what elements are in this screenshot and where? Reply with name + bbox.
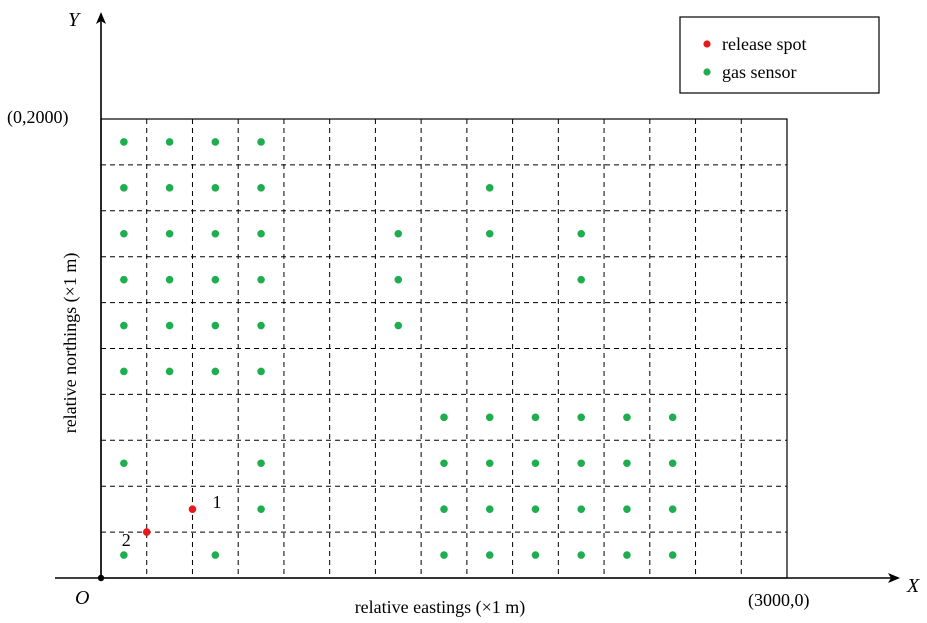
gas-sensor-point xyxy=(211,367,220,376)
gas-sensor-point xyxy=(394,275,403,284)
gas-sensor-point xyxy=(485,413,494,422)
gas-sensor-point xyxy=(257,275,265,284)
y-axis-letter: Y xyxy=(68,9,81,31)
legend-sensor-label: gas sensor xyxy=(722,62,797,82)
gas-sensor-point xyxy=(257,459,265,468)
gas-sensor-point xyxy=(485,505,494,513)
gas-sensor-point xyxy=(257,184,265,192)
gas-sensor-point xyxy=(211,321,220,330)
gas-sensor-point xyxy=(120,275,128,284)
dashed-grid xyxy=(101,119,787,578)
gas-sensor-point xyxy=(623,459,631,468)
gas-sensor-point xyxy=(577,229,585,238)
gas-sensor-point xyxy=(531,551,540,559)
x-axis-title: relative eastings (×1 m) xyxy=(355,597,526,618)
gas-sensor-point xyxy=(165,321,174,330)
gas-sensor-point xyxy=(211,275,220,284)
corner-label-bottom-right: (3000,0) xyxy=(748,590,810,611)
gas-sensor-point xyxy=(211,138,220,146)
gas-sensor-point xyxy=(440,551,448,559)
gas-sensor-point xyxy=(623,551,631,559)
gas-sensor-point xyxy=(257,138,265,146)
gas-sensor-point xyxy=(165,184,174,192)
x-axis-letter: X xyxy=(906,575,920,597)
gas-sensor-point xyxy=(577,459,585,468)
gas-sensor-point xyxy=(211,551,220,559)
gas-sensor-point xyxy=(120,138,128,146)
legend-sensor-marker xyxy=(703,68,711,76)
gas-sensor-point xyxy=(257,367,265,376)
gas-sensor-point xyxy=(668,551,677,559)
gas-sensor-point xyxy=(120,321,128,330)
y-axis-title: relative northings (×1 m) xyxy=(60,253,81,434)
gas-sensor-point xyxy=(577,413,585,422)
gas-sensor-point xyxy=(120,184,128,192)
gas-sensor-point xyxy=(211,229,220,238)
gas-sensor-point xyxy=(257,229,265,238)
gas-sensor-point xyxy=(120,229,128,238)
gas-sensor-point xyxy=(531,505,540,513)
gas-sensor-point xyxy=(257,321,265,330)
gas-sensor-point xyxy=(211,184,220,192)
legend-box xyxy=(679,16,880,94)
origin-label: O xyxy=(75,587,89,609)
gas-sensor-point xyxy=(165,138,174,146)
gas-sensor-point xyxy=(165,367,174,376)
gas-sensor-point xyxy=(165,229,174,238)
gas-sensor-point xyxy=(485,551,494,559)
gas-sensor-point xyxy=(120,367,128,376)
gas-sensor-point xyxy=(577,505,585,513)
release-spot-label: 2 xyxy=(122,530,131,550)
gas-sensor-point xyxy=(623,505,631,513)
gas-sensor-point xyxy=(577,551,585,559)
gas-sensor-point xyxy=(257,505,265,513)
gas-sensor-point xyxy=(668,459,677,468)
origin-dot xyxy=(97,574,105,582)
gas-sensor-point xyxy=(668,413,677,422)
gas-sensor-point xyxy=(531,459,540,468)
gas-sensor-point xyxy=(440,413,448,422)
legend: release spot gas sensor xyxy=(679,16,880,94)
gas-sensor-point xyxy=(394,321,403,330)
legend-release-label: release spot xyxy=(722,34,806,54)
corner-label-top-left: (0,2000) xyxy=(7,107,69,128)
gas-sensor-point xyxy=(120,551,128,559)
gas-sensor-point xyxy=(394,229,403,238)
legend-release-marker xyxy=(703,40,711,48)
gas-sensor-point xyxy=(440,459,448,468)
gas-sensor-point xyxy=(165,275,174,284)
gas-sensor-point xyxy=(120,459,128,468)
gas-sensor-point xyxy=(623,413,631,422)
gas-sensor-point xyxy=(485,184,494,192)
gas-sensor-point xyxy=(485,459,494,468)
gas-sensor-point xyxy=(531,413,540,422)
release-spot-point xyxy=(188,505,197,513)
gas-sensor-point xyxy=(440,505,448,513)
points: 12 xyxy=(120,138,677,559)
gas-sensor-point xyxy=(577,275,585,284)
gas-sensor-point xyxy=(485,229,494,238)
release-spot-point xyxy=(142,528,151,536)
release-spot-label: 1 xyxy=(212,492,221,512)
gas-sensor-point xyxy=(668,505,677,513)
